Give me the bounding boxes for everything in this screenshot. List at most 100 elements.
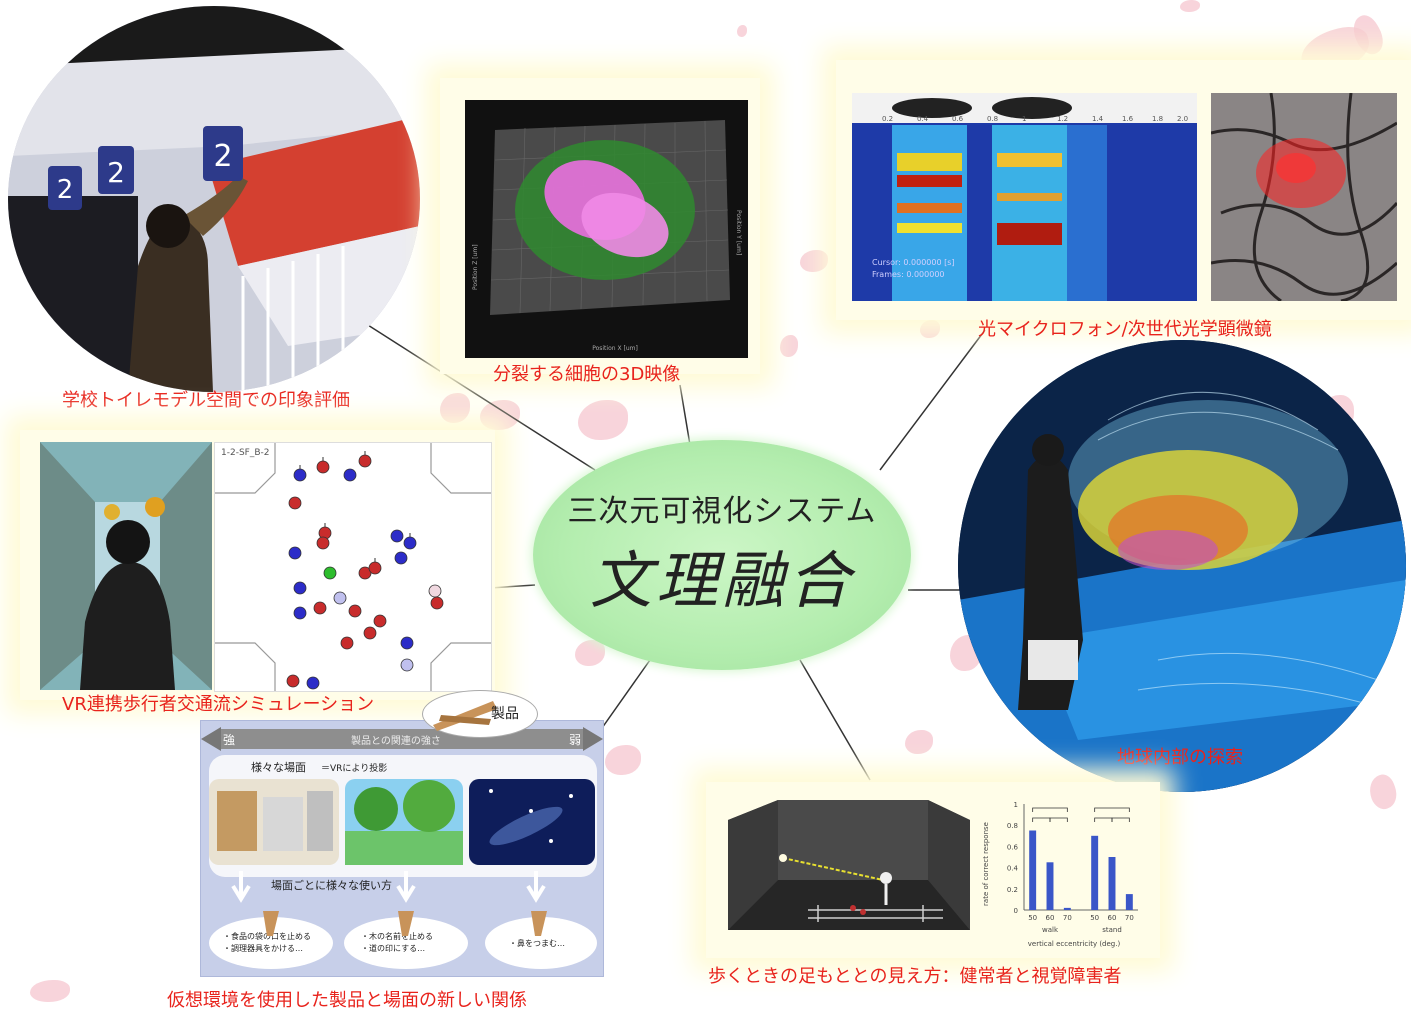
chart-y-tick-label: 0.8 xyxy=(1007,822,1018,830)
caption-cell: 分裂する細胞の3D映像 xyxy=(493,364,681,385)
petal xyxy=(575,640,605,666)
chart-significance-bracket xyxy=(1049,817,1068,822)
chart-significance-bracket xyxy=(1032,807,1068,812)
caption-toilet: 学校トイレモデル空間での印象評価 xyxy=(62,390,350,411)
chart-x-tick-label: 60 xyxy=(1046,914,1055,922)
response-chart-svg: rate of correct response vertical eccent… xyxy=(982,801,1138,948)
toilet-scene: 2 2 2 xyxy=(8,6,420,392)
petal xyxy=(800,250,828,272)
connector-mic xyxy=(879,329,986,471)
petal xyxy=(920,320,940,338)
pedestrian-simulation: 1-2-SF_B-2 xyxy=(215,443,491,691)
strength-strong: 強 xyxy=(223,733,235,747)
spec-info-line: Cursor: 0.000000 [s] xyxy=(872,258,955,267)
center-subtitle: 三次元可視化システム xyxy=(567,494,877,529)
connector-vr xyxy=(489,584,536,589)
product-diagram: 強 弱 製品との関連の強さ 様々な場面 ＝VRにより投影 場面ごとに様々な使い方… xyxy=(201,727,603,969)
spec-tick: 1.8 xyxy=(1152,115,1163,123)
petal xyxy=(480,400,520,430)
scenes-note: ＝VRにより投影 xyxy=(321,762,387,774)
spec-tick: 0.2 xyxy=(882,115,893,123)
product-panel: 強 弱 製品との関連の強さ 様々な場面 ＝VRにより投影 場面ごとに様々な使い方… xyxy=(200,720,604,977)
product-tag-label: 製品 xyxy=(491,706,519,722)
microscope-view xyxy=(1211,93,1397,301)
caption-earth: 地球内部の探索 xyxy=(1117,747,1243,768)
connector-toilet xyxy=(359,319,596,471)
chart-y-tick-label: 0.2 xyxy=(1007,886,1018,894)
caption-vr: VR連携歩行者交通流シミュレーション xyxy=(62,694,375,715)
vr-corridor-scene xyxy=(40,442,212,690)
spec-tick: 0.6 xyxy=(952,115,964,123)
chart-x-tick-label: 50 xyxy=(1028,914,1037,922)
clothespin-icon xyxy=(433,701,497,731)
chart-bar xyxy=(1125,894,1133,910)
earth-photo xyxy=(958,340,1406,792)
petal xyxy=(780,335,798,357)
uses-label: 場面ごとに様々な使い方 xyxy=(271,878,392,892)
petal xyxy=(30,980,70,1002)
sign-number: 2 xyxy=(107,156,125,189)
cell-panel: Position X [um] Position Y [um] Position… xyxy=(465,100,748,358)
caption-product: 仮想環境を使用した製品と場面の新しい関係 xyxy=(167,990,527,1011)
chart-bar xyxy=(1108,857,1116,910)
chart-bar xyxy=(1063,907,1071,910)
toilet-photo: 2 2 2 xyxy=(8,6,420,392)
spec-tick: 1.6 xyxy=(1122,115,1134,123)
use-item: ・調理器具をかける… xyxy=(223,943,303,953)
chart-significance-bracket xyxy=(1094,817,1113,822)
chart-significance-bracket xyxy=(1032,817,1051,822)
spec-info-line: Frames: 0.000000 xyxy=(872,270,945,279)
scenes-label: 様々な場面 xyxy=(251,760,306,774)
footstep-3d-view xyxy=(728,800,970,930)
spec-tick: 1.4 xyxy=(1092,115,1104,123)
petal xyxy=(440,393,470,423)
caption-mic: 光マイクロフォン/次世代光学顕微鏡 xyxy=(978,319,1272,340)
sign-number: 2 xyxy=(57,175,74,205)
chart-x-tick-label: 60 xyxy=(1108,914,1117,922)
chart-bar xyxy=(1029,830,1037,910)
connector-cell xyxy=(679,384,691,446)
sim-label: 1-2-SF_B-2 xyxy=(221,448,270,458)
chart-x-tick-label: 50 xyxy=(1090,914,1099,922)
petal xyxy=(905,730,933,754)
spec-tick: 1 xyxy=(1022,115,1026,123)
sign-number: 2 xyxy=(213,139,232,174)
response-chart: rate of correct response vertical eccent… xyxy=(978,792,1144,950)
microscope-image xyxy=(1211,93,1397,301)
use-item: ・鼻をつまむ… xyxy=(509,938,565,948)
vr-sim-view: 1-2-SF_B-2 xyxy=(214,442,492,692)
earth-scene xyxy=(958,340,1406,792)
center-ellipse: 三次元可視化システム 文理融合 xyxy=(533,440,911,670)
chart-group-label: stand xyxy=(1102,926,1122,934)
use-item: ・道の印にする… xyxy=(361,943,425,953)
vr-photo xyxy=(40,442,212,690)
spectrogram: 0.2 0.4 0.6 0.8 1 1.2 1.4 1.6 1.8 2.0 Cu… xyxy=(852,93,1197,301)
connector-footstep xyxy=(799,659,871,781)
chart-y-tick-label: 0 xyxy=(1014,907,1018,915)
petal xyxy=(578,400,628,440)
chart-y-tick-label: 1 xyxy=(1014,801,1018,809)
petal xyxy=(737,25,747,37)
spec-tick: 1.2 xyxy=(1057,115,1068,123)
chart-group-label: walk xyxy=(1042,926,1059,934)
caption-footstep: 歩くときの足もととの見え方：健常者と視覚障害者 xyxy=(708,966,1122,987)
cell-axis-y: Position Y [um] xyxy=(735,210,742,255)
chart-x-tick-label: 70 xyxy=(1063,914,1072,922)
petal xyxy=(1180,0,1200,12)
chart-ylabel: rate of correct response xyxy=(982,822,990,906)
spectrogram-panel: 0.2 0.4 0.6 0.8 1 1.2 1.4 1.6 1.8 2.0 Cu… xyxy=(852,93,1197,301)
chart-y-tick-label: 0.6 xyxy=(1007,843,1019,851)
chart-bar xyxy=(1091,835,1099,910)
chart-bar xyxy=(1046,862,1054,910)
chart-xlabel: vertical eccentricity (deg.) xyxy=(1028,940,1121,948)
cell-3d-view: Position X [um] Position Y [um] Position… xyxy=(472,120,742,352)
chart-significance-bracket xyxy=(1094,807,1130,812)
petal xyxy=(605,745,641,775)
chart-x-tick-label: 70 xyxy=(1125,914,1134,922)
cell-axis-z: Position Z [um] xyxy=(472,244,479,290)
center-title: 文理融合 xyxy=(589,544,854,617)
product-tag: 製品 xyxy=(422,690,538,738)
spec-tick: 2.0 xyxy=(1177,115,1188,123)
spec-tick: 0.4 xyxy=(917,115,929,123)
chart-y-tick-label: 0.4 xyxy=(1007,865,1019,873)
